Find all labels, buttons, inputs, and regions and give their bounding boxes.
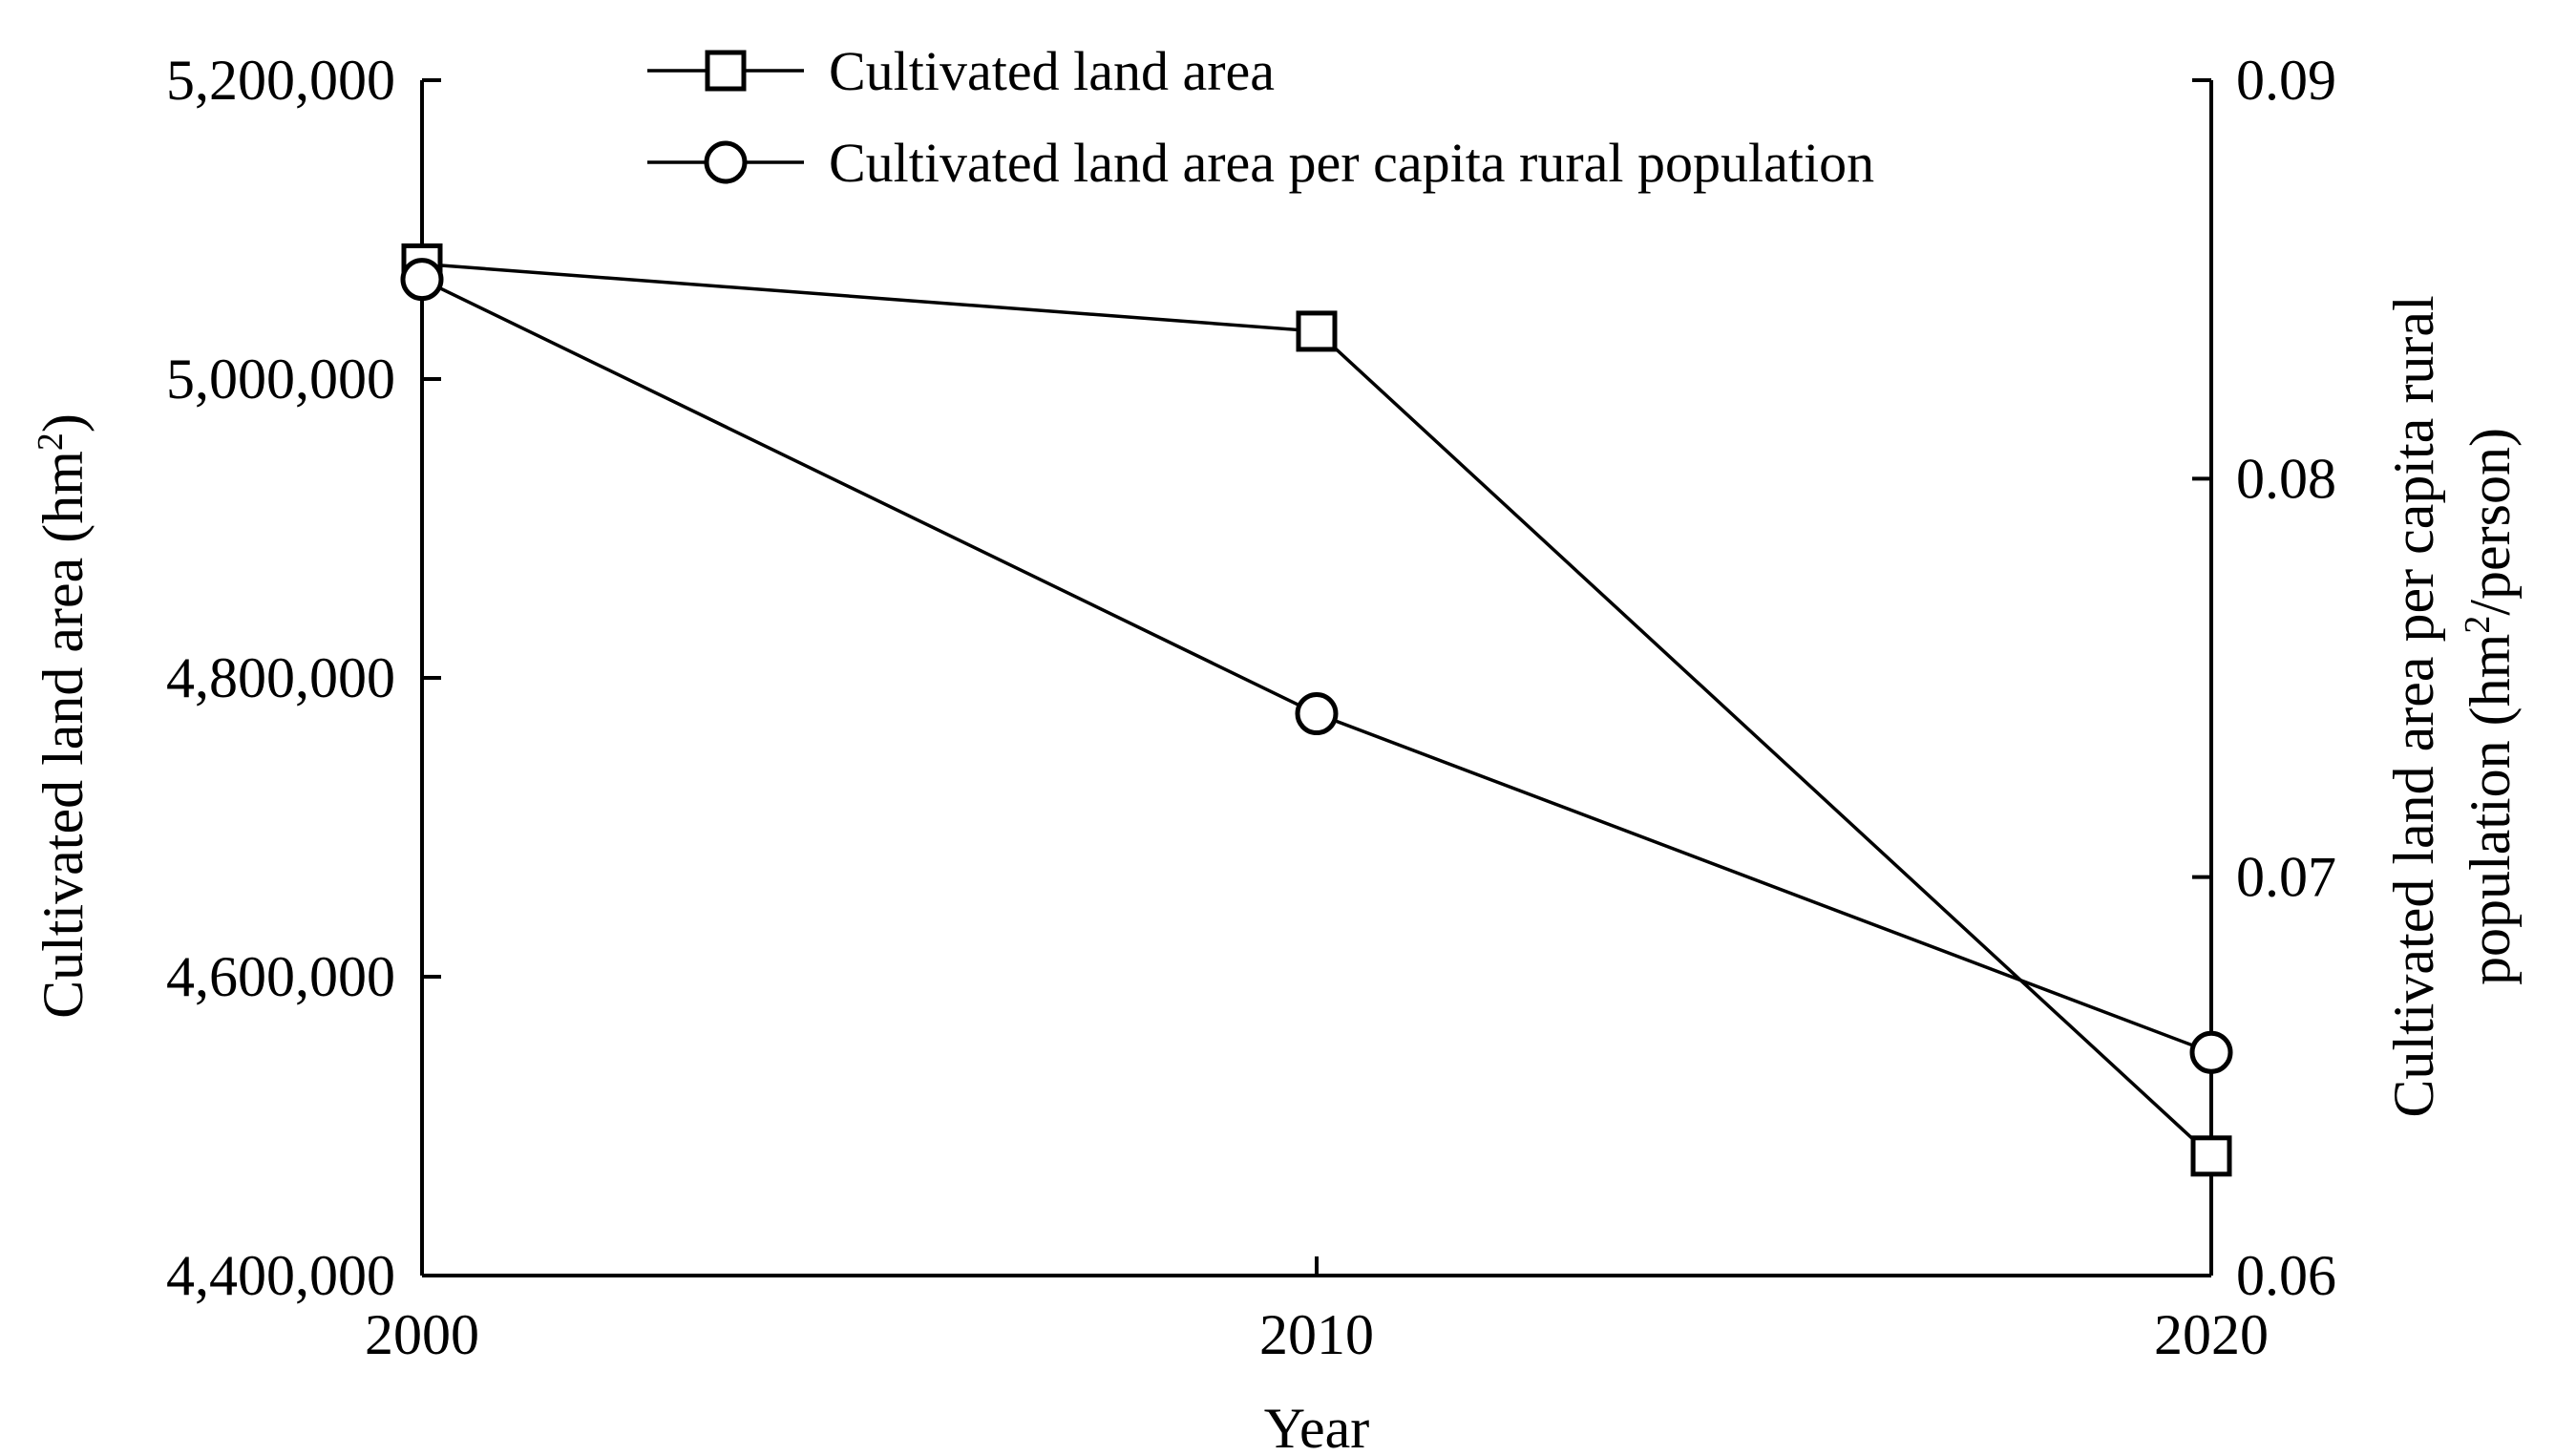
y-right-title-line2-main: population (hm	[2459, 634, 2522, 985]
series-2-point	[1295, 692, 1339, 736]
y-right-tick-label: 0.08	[2236, 447, 2336, 510]
legend: Cultivated land area Cultivated land area…	[647, 40, 1874, 194]
y-left-ticks: 4,400,000 4,600,000 4,800,000 5,000,000 5,20…	[166, 49, 441, 1307]
y-right-ticks: 0.06 0.07 0.08 0.09	[2192, 49, 2336, 1307]
series-layer	[400, 243, 2233, 1177]
series-1-point	[2190, 1135, 2232, 1177]
y-right-title-line2-sup: 2	[2458, 616, 2498, 634]
y-right-axis-title: Cultivated land area per capita rural po…	[2382, 295, 2522, 1117]
x-tick-label: 2000	[365, 1303, 479, 1366]
legend-label: Cultivated land area per capita rural po…	[829, 132, 1874, 194]
legend-swatch-marker	[704, 140, 748, 184]
y-left-title-sup: 2	[31, 433, 71, 451]
y-right-title-line2-tail: /person)	[2459, 428, 2522, 616]
y-right-tick-label: 0.09	[2236, 49, 2336, 112]
y-left-axis-title: Cultivated land area (hm2)	[31, 413, 95, 1019]
x-ticks: 2000 2010 2020	[365, 1256, 2269, 1366]
x-tick-label: 2020	[2154, 1303, 2269, 1366]
y-right-title-line2: population (hm2/person)	[2458, 428, 2522, 985]
y-right-title-line1: Cultivated land area per capita rural	[2382, 295, 2445, 1117]
legend-label: Cultivated land area	[829, 40, 1275, 102]
x-axis-title: Year	[1264, 1397, 1370, 1456]
y-right-tick-label: 0.06	[2236, 1244, 2336, 1307]
legend-item: Cultivated land area	[647, 40, 1275, 102]
legend-item: Cultivated land area per capita rural po…	[647, 132, 1874, 194]
legend-swatch-marker	[705, 50, 747, 92]
axes	[420, 80, 2213, 1277]
series-2-point	[400, 258, 444, 302]
y-left-title-main: Cultivated land area (hm	[32, 451, 95, 1019]
y-left-tick-label: 4,600,000	[166, 945, 395, 1008]
y-left-title-tail: )	[32, 413, 95, 433]
x-tick-label: 2010	[1259, 1303, 1374, 1366]
y-left-tick-label: 5,000,000	[166, 348, 395, 411]
series-1-point	[1296, 310, 1338, 352]
series-2-point	[2189, 1030, 2233, 1074]
y-left-tick-label: 4,800,000	[166, 646, 395, 709]
y-left-tick-label: 5,200,000	[166, 49, 395, 112]
series-2	[400, 258, 2233, 1074]
y-left-tick-label: 4,400,000	[166, 1244, 395, 1307]
y-right-tick-label: 0.07	[2236, 846, 2336, 909]
series-2-line	[421, 278, 2212, 1054]
